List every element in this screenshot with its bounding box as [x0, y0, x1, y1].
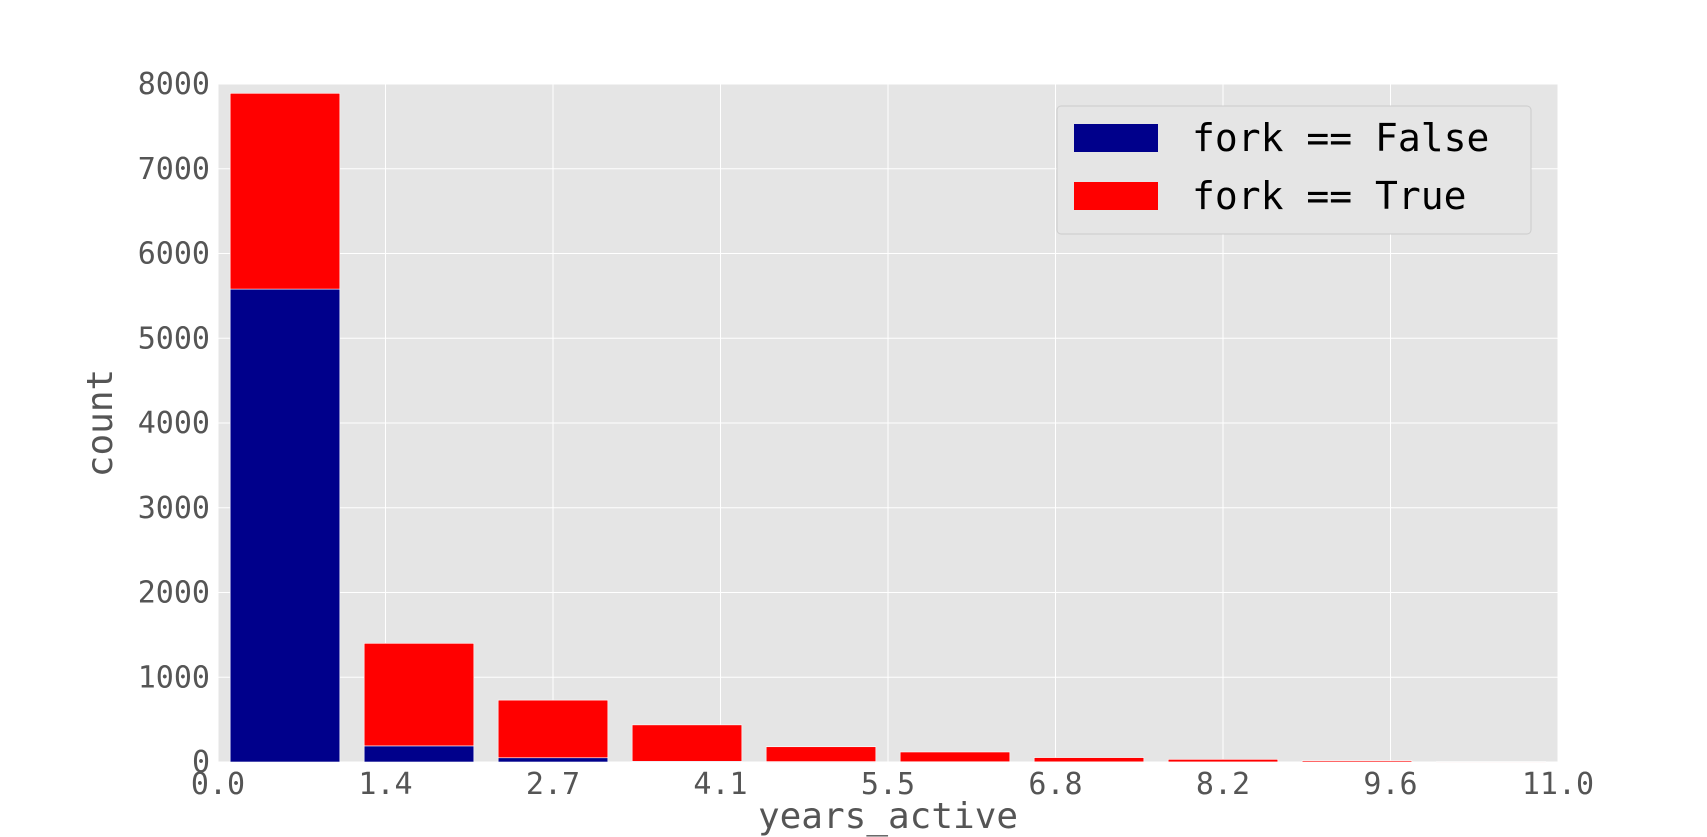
x-tick-labels: 0.0 1.4 2.7 4.1 5.5 6.8 8.2 9.6 11.0: [191, 767, 1594, 802]
y-tick-label: 2000: [138, 576, 210, 611]
x-tick-label: 5.5: [861, 767, 915, 802]
bar-fork-true: [363, 643, 475, 747]
x-axis-label: years_active: [758, 796, 1018, 837]
x-tick-label: 8.2: [1196, 767, 1250, 802]
legend-box: [1056, 105, 1532, 235]
bar-fork-true: [765, 746, 877, 762]
x-tick-label: 0.0: [191, 767, 245, 802]
y-tick-labels: 0 1000 2000 3000 4000 5000 6000 7000 8000: [138, 67, 210, 780]
bar-fork-false: [497, 757, 609, 763]
x-tick-label: 2.7: [526, 767, 580, 802]
y-axis-label: count: [80, 369, 121, 477]
bar-fork-false: [363, 745, 475, 763]
y-tick-label: 5000: [138, 321, 210, 356]
y-tick-label: 1000: [138, 660, 210, 695]
bar-fork-true: [631, 724, 743, 762]
bar-fork-true: [229, 93, 341, 290]
y-tick-label: 6000: [138, 237, 210, 272]
bars: [229, 93, 1547, 763]
y-tick-label: 7000: [138, 152, 210, 187]
y-tick-label: 3000: [138, 491, 210, 526]
bar-fork-true: [1167, 759, 1279, 763]
bar-fork-false: [229, 288, 341, 763]
bar-fork-true: [1033, 757, 1145, 763]
legend: fork == False fork == True: [1056, 105, 1532, 235]
x-tick-label: 6.8: [1028, 767, 1082, 802]
y-tick-label: 4000: [138, 406, 210, 441]
y-tick-label: 0: [192, 745, 210, 780]
legend-label-fork-true: fork == True: [1192, 174, 1467, 218]
x-tick-label: 4.1: [693, 767, 747, 802]
bar-fork-true: [1435, 761, 1547, 763]
legend-swatch-fork-true: [1074, 182, 1158, 210]
bar-fork-true: [497, 699, 609, 759]
x-tick-label: 1.4: [358, 767, 412, 802]
x-tick-label: 9.6: [1363, 767, 1417, 802]
legend-swatch-fork-false: [1074, 124, 1158, 152]
x-tick-label: 11.0: [1522, 767, 1594, 802]
y-tick-label: 8000: [138, 67, 210, 102]
legend-label-fork-false: fork == False: [1192, 116, 1489, 160]
bar-fork-true: [1301, 760, 1413, 763]
bar-fork-true: [899, 751, 1011, 763]
